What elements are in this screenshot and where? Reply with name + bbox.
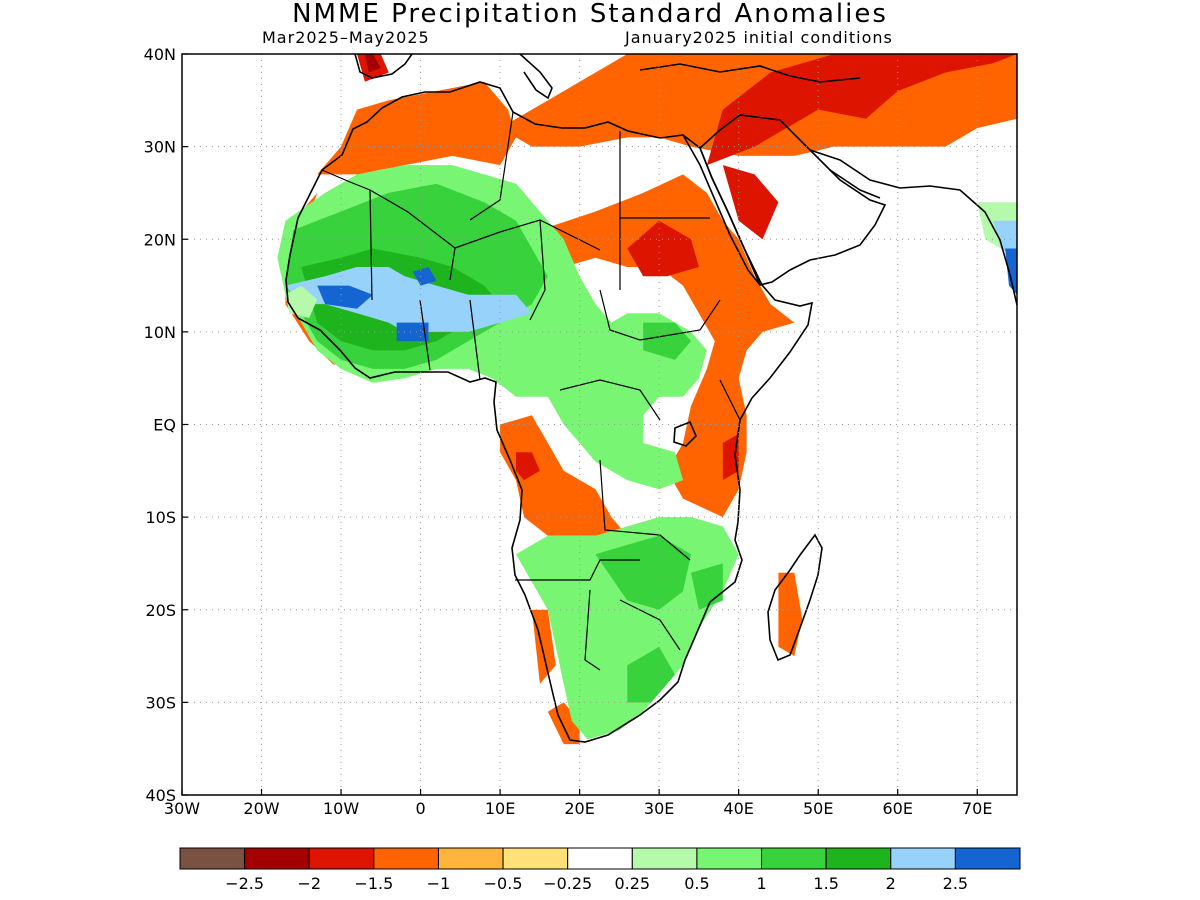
lon-tick-label: 60E: [882, 799, 912, 818]
lon-tick-label: 20W: [243, 799, 279, 818]
colorbar-label: −2: [297, 874, 321, 893]
colorbar-swatch: [179, 847, 246, 870]
coastlines: [285, 54, 1017, 743]
colorbar-swatch: [373, 847, 439, 870]
colorbar-swatch: [890, 847, 956, 870]
anomaly-region: [1005, 248, 1017, 295]
colorbar-label: −1.5: [354, 874, 393, 893]
colorbar-swatch: [502, 847, 569, 870]
anomaly-region: [516, 452, 540, 481]
colorbar-swatch: [696, 847, 763, 870]
colorbar-label: −0.5: [484, 874, 523, 893]
turkey-coastline: [639, 63, 861, 83]
lat-tick-label: EQ: [153, 416, 176, 435]
arabia-coastline: [699, 114, 887, 286]
lon-tick-label: 70E: [962, 799, 992, 818]
lon-tick-label: 30E: [644, 799, 674, 818]
asia-coastline: [809, 149, 1017, 306]
anomaly-region: [317, 81, 516, 175]
lat-tick-label: 30S: [145, 693, 176, 712]
anomaly-region: [722, 165, 779, 240]
lon-tick-label: 0: [415, 799, 425, 818]
anomaly-region: [643, 322, 691, 360]
anomaly-region: [285, 267, 532, 332]
colorbar-swatch: [244, 847, 310, 870]
lon-tick-label: 50E: [803, 799, 833, 818]
lon-tick-label: 40E: [723, 799, 753, 818]
lat-tick-label: 10S: [145, 508, 176, 527]
axis-ticks: 30W 20W 10W 0 10E 20E 30E 40E 50E 60E 70E 40N 30N 20N…: [144, 45, 993, 818]
italy-coastline: [519, 54, 553, 100]
anomaly-region: [722, 433, 739, 481]
colorbar-swatch: [825, 847, 892, 870]
lat-tick-label: 20N: [144, 230, 176, 249]
lon-tick-label: 30W: [164, 799, 200, 818]
anomaly-region: [778, 572, 803, 657]
lat-tick-label: 40N: [144, 45, 176, 64]
colorbar-label: 1: [756, 874, 766, 893]
anomaly-region: [595, 535, 691, 610]
madagascar-coastline: [767, 533, 823, 662]
anomaly-region: [539, 174, 795, 518]
anomaly-region: [500, 415, 628, 536]
colorbar: −2.5 −2 −1.5 −1 −0.5 −0.25 0.25 0.5 1 1.5 2 2.5: [179, 847, 1021, 893]
colorbar-swatch: [761, 847, 827, 870]
red-sea-coastline: [682, 134, 761, 286]
persian-gulf-coastline: [829, 169, 881, 199]
lon-tick-label: 10E: [485, 799, 515, 818]
colorbar-label: −2.5: [225, 874, 264, 893]
colorbar-swatch: [954, 847, 1021, 870]
anomaly-fields: [277, 54, 1017, 745]
lat-tick-label: 10N: [144, 323, 176, 342]
anomaly-region: [706, 54, 1017, 166]
lake-victoria: [673, 420, 697, 447]
anomaly-region: [627, 646, 675, 703]
anomaly-region: [364, 54, 381, 73]
europe-coastline: [354, 54, 413, 79]
colorbar-label: 1.5: [813, 874, 838, 893]
forecast-period: Mar2025–May2025: [262, 28, 430, 47]
lat-tick-label: 30N: [144, 138, 176, 157]
lat-tick-label: 20S: [145, 601, 176, 620]
colorbar-label: 2: [886, 874, 896, 893]
colorbar-swatch: [631, 847, 698, 870]
colorbar-label: −1: [427, 874, 451, 893]
africa-coastline: [285, 81, 814, 743]
colorbar-label: 2.5: [943, 874, 968, 893]
map-title: NMME Precipitation Standard Anomalies: [292, 0, 888, 29]
colorbar-swatch: [437, 847, 504, 870]
colorbar-label: −0.25: [543, 874, 592, 893]
anomaly-region: [627, 220, 699, 277]
colorbar-label: 0.25: [614, 874, 650, 893]
initial-conditions-label: January2025 initial conditions: [625, 28, 893, 47]
country-borders: [321, 111, 741, 671]
lat-tick-label: 40S: [145, 786, 176, 805]
anomaly-region: [412, 267, 437, 286]
lon-tick-label: 10W: [323, 799, 359, 818]
anomaly-region: [317, 285, 373, 309]
lon-tick-label: 20E: [564, 799, 594, 818]
colorbar-label: 0.5: [684, 874, 709, 893]
colorbar-swatch: [308, 847, 375, 870]
colorbar-swatch: [567, 847, 633, 870]
